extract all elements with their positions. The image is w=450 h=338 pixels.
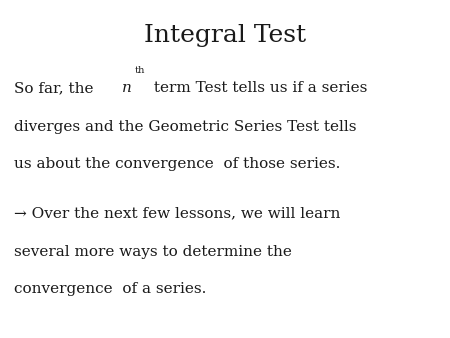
Text: Integral Test: Integral Test — [144, 24, 306, 47]
Text: several more ways to determine the: several more ways to determine the — [14, 245, 292, 259]
Text: th: th — [135, 66, 146, 75]
Text: term Test tells us if a series: term Test tells us if a series — [148, 81, 367, 95]
Text: n: n — [122, 81, 132, 95]
Text: us about the convergence  of those series.: us about the convergence of those series… — [14, 157, 340, 171]
Text: convergence  of a series.: convergence of a series. — [14, 282, 206, 296]
Text: → Over the next few lessons, we will learn: → Over the next few lessons, we will lea… — [14, 206, 340, 220]
Text: diverges and the Geometric Series Test tells: diverges and the Geometric Series Test t… — [14, 120, 356, 134]
Text: So far, the: So far, the — [14, 81, 98, 95]
